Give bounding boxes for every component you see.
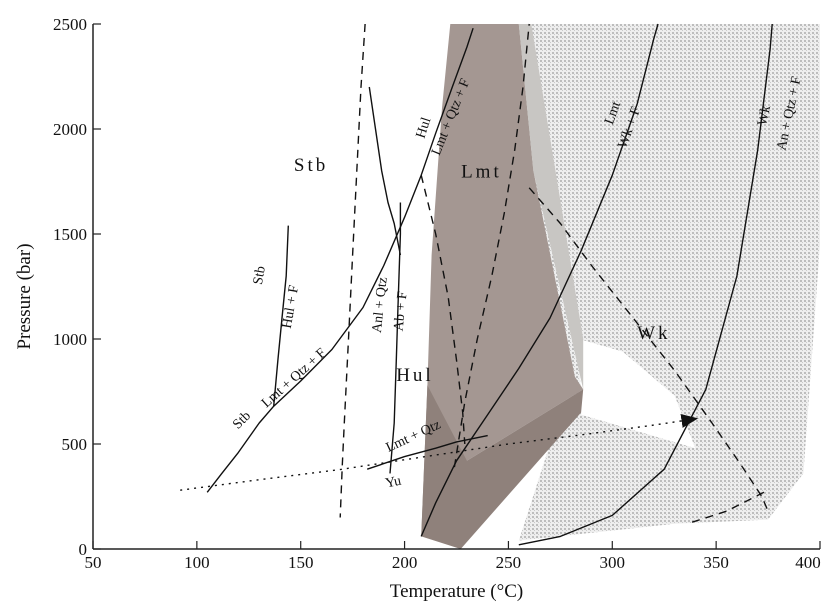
x-tick-label: 50 [85,553,102,572]
x-tick-label: 350 [703,553,729,572]
y-tick-label: 2000 [53,120,87,139]
y-tick-label: 0 [79,540,88,559]
series-line-8 [339,23,366,518]
series-line-10 [453,23,530,468]
reaction-label: Hul [414,116,435,141]
series-line-7 [518,23,773,546]
y-tick-label: 1500 [53,225,87,244]
shaded-field-dark [421,24,584,537]
series-line-9 [420,175,466,445]
y-axis-title: Pressure (bar) [14,243,35,349]
field-label: Lmt [461,161,502,182]
field-label: Hul [396,365,434,386]
reaction-label: Stb [251,265,269,286]
reaction-label: Ab + F [392,291,411,332]
y-tick-label: 1000 [53,330,87,349]
x-tick-label: 100 [184,553,210,572]
x-tick-label: 150 [288,553,314,572]
x-tick-label: 400 [795,553,821,572]
series-line-4 [368,86,402,256]
series-line-6 [366,434,488,470]
y-tick-label: 2500 [53,15,87,34]
series-line-2 [273,225,289,407]
series-line-5 [420,23,659,537]
series-line-3 [389,202,402,474]
field-label: Wk [637,323,670,344]
reaction-label: Wk [755,104,774,127]
shaded-fields [421,24,820,549]
shaded-field-lower [421,385,584,549]
axes: 50 100 150 200 250 300 350 400 0 500 1000 1500 2000 2… [14,15,821,602]
reaction-label: Yu [384,474,402,492]
shaded-field-light [518,24,584,390]
field-label: Stb [294,155,328,176]
y-tick-label: 500 [62,435,88,454]
unshaded-gap [579,339,696,449]
reaction-curves [180,23,773,546]
reaction-label: Hul + F [280,284,302,330]
series-line-1 [206,27,474,493]
x-tick-label: 250 [496,553,522,572]
reaction-label: Stb [230,409,254,433]
x-tick-label: 200 [392,553,418,572]
x-tick-label: 300 [600,553,626,572]
reaction-label: Anl + Qtz [370,276,391,333]
x-axis-title: Temperature (°C) [390,581,523,602]
reaction-label: Lmt + Qtz + F [259,346,329,412]
